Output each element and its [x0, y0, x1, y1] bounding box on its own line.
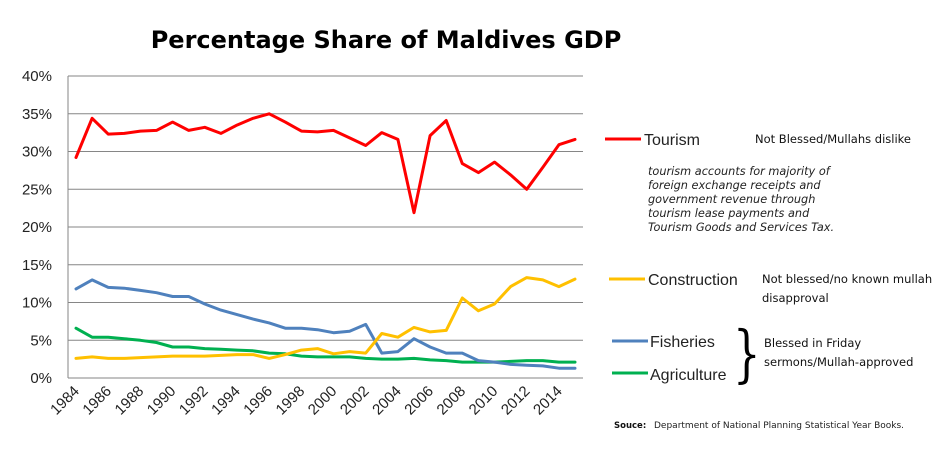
curly-brace-icon: } [733, 317, 761, 390]
series-lines [74, 112, 577, 370]
tourism-explanation-note: tourism accounts for majority of foreign… [648, 165, 834, 234]
legend-label-fisheries: Fisheries [650, 334, 715, 351]
x-tick-label: 1994 [208, 383, 244, 419]
construction-status-note-line2: disapproval [762, 291, 829, 305]
series-line-tourism [74, 112, 577, 215]
y-tick-label: 40% [22, 68, 52, 85]
tourism-status-note: Not Blessed/Mullahs dislike [755, 132, 911, 146]
x-tick-label: 2002 [337, 383, 373, 419]
legend-label-agriculture: Agriculture [650, 367, 727, 384]
x-tick-label: 2012 [498, 383, 534, 419]
y-tick-label: 30% [22, 144, 52, 161]
x-tick-label: 1996 [240, 383, 276, 419]
x-tick-label: 2008 [434, 383, 470, 419]
source-text: Department of National Planning Statisti… [654, 421, 904, 431]
series-line-fisheries [74, 278, 577, 370]
x-tick-label: 2010 [466, 383, 502, 419]
x-tick-label: 1984 [47, 383, 83, 419]
blessed-status-note-line1: Blessed in Friday [764, 336, 861, 350]
tourism-note-line: tourism accounts for majority of [648, 165, 832, 178]
x-tick-label: 1986 [79, 383, 115, 419]
legend-label-tourism: Tourism [644, 132, 700, 149]
legend: Tourism Construction Fisheries Agricultu… [605, 132, 738, 384]
tourism-note-line: tourism lease payments and [648, 207, 810, 220]
legend-label-construction: Construction [648, 272, 738, 289]
x-tick-label: 1998 [273, 383, 309, 419]
construction-status-note-line1: Not blessed/no known mullah [762, 272, 932, 286]
x-tick-label: 1992 [176, 383, 212, 419]
source-label: Souce: [614, 421, 646, 431]
x-tick-label: 1990 [144, 383, 180, 419]
x-tick-label: 1988 [112, 383, 148, 419]
gridlines [68, 75, 583, 379]
tourism-note-line: foreign exchange receipts and [648, 179, 821, 192]
x-axis-ticks: 1984198619881990199219941996199820002002… [47, 383, 566, 419]
y-tick-label: 35% [22, 106, 52, 123]
y-tick-label: 5% [30, 332, 52, 349]
tourism-note-line: government revenue through [648, 193, 815, 206]
y-axis-ticks: 0% 5% 10% 15% 20% 25% 30% 35% 40% [22, 68, 52, 387]
chart-title: Percentage Share of Maldives GDP [151, 26, 622, 54]
tourism-note-line: Tourism Goods and Services Tax. [648, 221, 834, 234]
x-tick-label: 2014 [530, 383, 566, 419]
y-tick-label: 15% [22, 257, 52, 274]
x-tick-label: 2006 [401, 383, 437, 419]
y-tick-label: 10% [22, 295, 52, 312]
x-tick-label: 2004 [369, 383, 405, 419]
y-tick-label: 20% [22, 219, 52, 236]
x-tick-label: 2000 [305, 383, 341, 419]
blessed-status-note-line2: sermons/Mullah-approved [764, 355, 913, 369]
series-line-construction [74, 276, 577, 360]
y-tick-label: 0% [30, 370, 52, 387]
y-tick-label: 25% [22, 181, 52, 198]
